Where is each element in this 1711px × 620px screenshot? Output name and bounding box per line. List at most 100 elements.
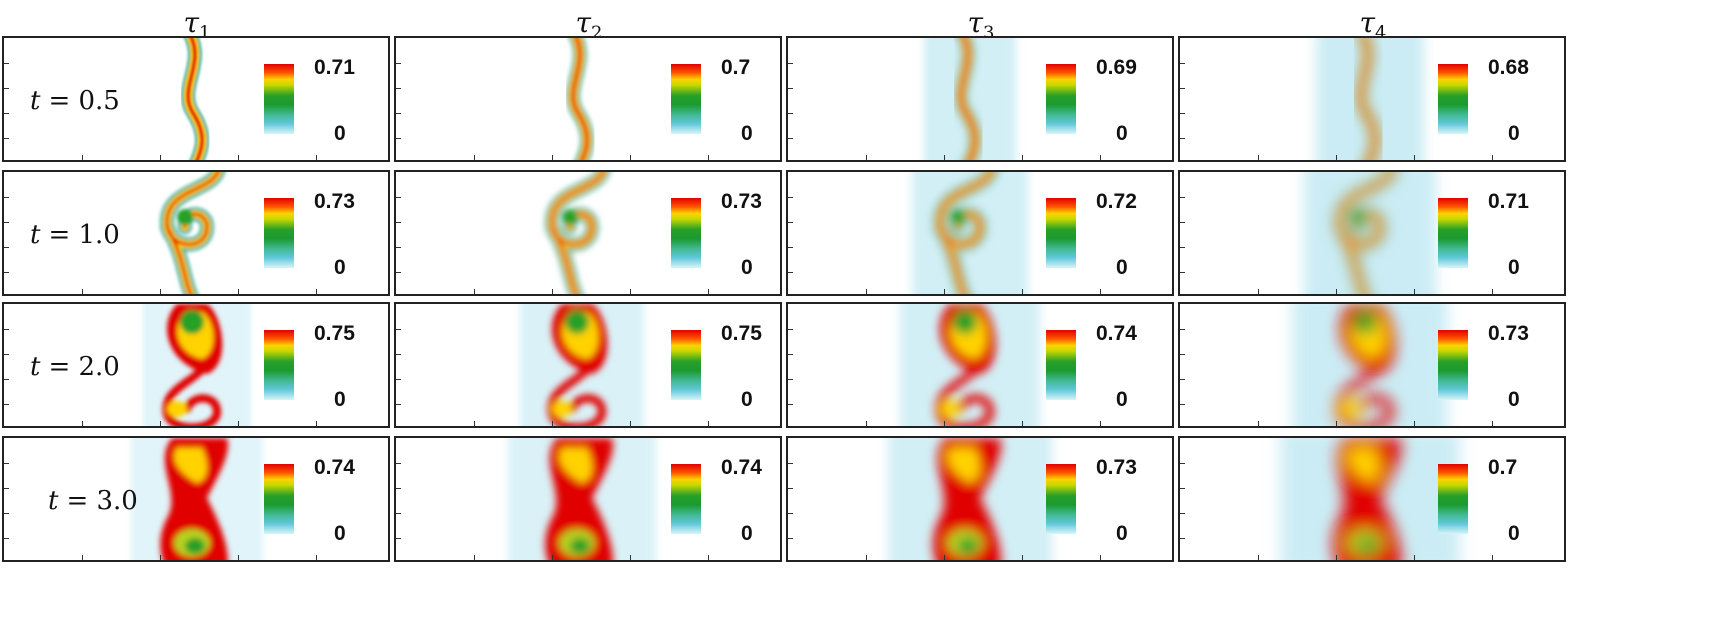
axis-tick-bottom [316, 421, 317, 426]
colorbar-min-label: 0 [334, 256, 346, 279]
axis-tick-bottom [160, 289, 161, 294]
axis-tick-bottom [1258, 421, 1259, 426]
field-contour [1347, 448, 1380, 483]
scalar-field-plot [1316, 38, 1424, 160]
axis-tick-left [1180, 113, 1185, 114]
contour-panel: 0.72 0 [786, 170, 1174, 296]
axis-tick-left [396, 463, 401, 464]
axis-tick-bottom [708, 421, 709, 426]
colorbar [671, 198, 701, 268]
colorbar [1046, 64, 1076, 134]
axis-tick-bottom [1414, 155, 1415, 160]
axis-tick-left [396, 63, 401, 64]
axis-tick-bottom [630, 289, 631, 294]
time-value: = 3.0 [66, 486, 138, 516]
column-header-tau-4: τ4 [1178, 6, 1568, 44]
colorbar [264, 330, 294, 400]
axis-tick-left [1180, 463, 1185, 464]
colorbar-max-label: 0.7 [721, 56, 751, 79]
field-contour [1350, 209, 1366, 225]
axis-tick-bottom [316, 555, 317, 560]
vortex-structure [932, 172, 998, 294]
axis-tick-bottom [1022, 155, 1023, 160]
vortex-structure [1332, 172, 1398, 294]
axis-tick-bottom [160, 555, 161, 560]
colorbar-min-label: 0 [1508, 122, 1520, 145]
contour-panel: 0.71 0 t = 0.5 [2, 36, 390, 162]
axis-tick-bottom [1414, 289, 1415, 294]
axis-tick-left [1180, 513, 1185, 514]
axis-tick-left [788, 463, 793, 464]
axis-tick-left [4, 538, 9, 539]
axis-tick-left [1180, 197, 1185, 198]
axis-tick-bottom [1492, 421, 1493, 426]
colorbar [1046, 198, 1076, 268]
colorbar-min-label: 0 [1116, 522, 1128, 545]
axis-tick-bottom [630, 155, 631, 160]
colorbar-min-label: 0 [334, 522, 346, 545]
colorbar [1438, 330, 1468, 400]
axis-tick-left [788, 272, 793, 273]
axis-tick-left [4, 138, 9, 139]
axis-tick-left [396, 88, 401, 89]
field-contour [950, 209, 966, 225]
axis-tick-bottom [708, 155, 709, 160]
axis-tick-bottom [552, 289, 553, 294]
axis-tick-left [788, 513, 793, 514]
colorbar [671, 464, 701, 534]
axis-tick-left [396, 513, 401, 514]
colorbar-max-label: 0.71 [314, 56, 355, 79]
axis-tick-left [1180, 488, 1185, 489]
colorbar [1046, 464, 1076, 534]
vortex-structure [545, 438, 613, 560]
time-variable: t [30, 352, 41, 382]
field-contour [1338, 172, 1393, 294]
colorbar-min-label: 0 [741, 122, 753, 145]
scalar-field-plot [1280, 438, 1460, 560]
axis-tick-bottom [1022, 421, 1023, 426]
axis-tick-left [788, 222, 793, 223]
time-value: = 2.0 [48, 352, 120, 382]
time-value: = 0.5 [48, 86, 120, 116]
field-contour [1340, 401, 1360, 417]
field-contour [160, 438, 228, 560]
contour-panel: 0.71 0 [1178, 170, 1566, 296]
axis-tick-bottom [944, 155, 945, 160]
axis-tick-bottom [316, 155, 317, 160]
axis-tick-left [788, 88, 793, 89]
axis-tick-bottom [474, 155, 475, 160]
colorbar-min-label: 0 [741, 388, 753, 411]
vortex-structure [544, 172, 610, 294]
axis-tick-bottom [1414, 421, 1415, 426]
column-header-subscript: 4 [1375, 22, 1387, 44]
axis-tick-left [1180, 354, 1185, 355]
axis-tick-bottom [1492, 555, 1493, 560]
vortex-structure [1335, 304, 1396, 426]
field-contour [562, 209, 578, 225]
axis-tick-left [1180, 247, 1185, 248]
column-header-symbol: τ [183, 6, 200, 39]
axis-tick-bottom [238, 289, 239, 294]
scalar-field-plot [520, 304, 644, 426]
row-time-label: t = 3.0 [48, 486, 138, 516]
colorbar-max-label: 0.7 [1488, 456, 1518, 479]
colorbar [1046, 330, 1076, 400]
axis-tick-bottom [82, 555, 83, 560]
axis-tick-left [788, 63, 793, 64]
colorbar-min-label: 0 [741, 256, 753, 279]
vortex-structure [954, 38, 983, 160]
axis-tick-left [1180, 404, 1185, 405]
colorbar [671, 330, 701, 400]
colorbar-min-label: 0 [1508, 388, 1520, 411]
axis-tick-bottom [238, 421, 239, 426]
colorbar-max-label: 0.73 [314, 190, 355, 213]
column-header-tau-2: τ2 [394, 6, 784, 44]
colorbar-max-label: 0.74 [721, 456, 762, 479]
field-contour [958, 538, 978, 554]
axis-tick-left [4, 404, 9, 405]
axis-tick-bottom [1336, 421, 1337, 426]
vortex-structure [1333, 438, 1401, 560]
contour-panel: 0.73 0 [1178, 302, 1566, 428]
axis-tick-bottom [474, 421, 475, 426]
axis-tick-left [396, 222, 401, 223]
